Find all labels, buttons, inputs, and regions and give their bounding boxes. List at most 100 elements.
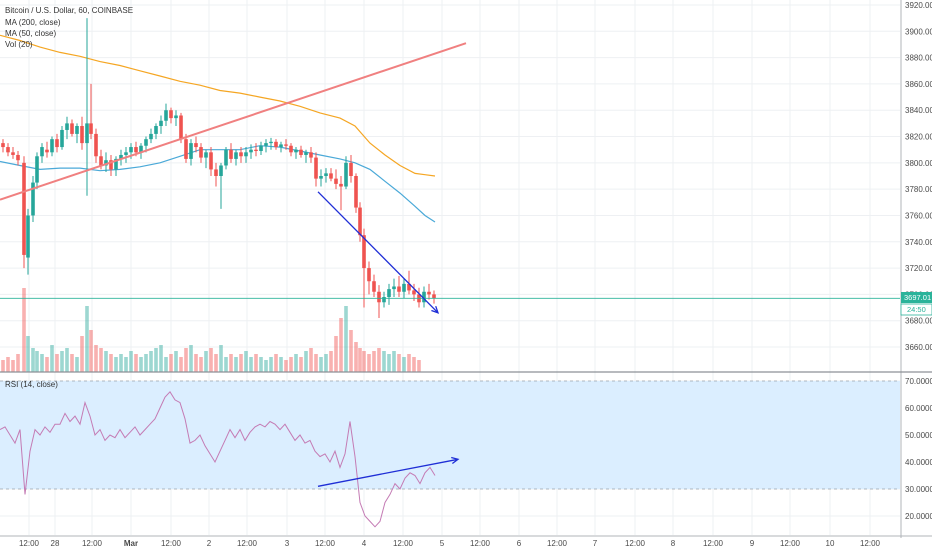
candle-body [16,154,20,161]
candle-body [362,235,366,269]
candle-body [392,286,396,290]
volume-bar [329,351,333,372]
candle-body [397,286,401,292]
candle-body [60,129,64,148]
candle-body [119,154,123,159]
time-tick-label: 28 [51,539,60,548]
candle-body [214,169,218,176]
candle-body [324,173,328,176]
candle-body [269,141,273,144]
volume-bar [80,336,84,372]
volume-bar [31,348,35,372]
volume-bar [244,351,248,372]
volume-bar [129,351,133,372]
candle-body [35,156,39,183]
volume-bar [358,348,362,372]
rsi-tick-label: 50.0000 [905,431,932,440]
candle-body [154,126,158,134]
legend-rsi: RSI (14, close) [5,380,58,389]
volume-bar [94,345,98,372]
volume-bar [144,354,148,372]
volume-bar [22,288,26,372]
volume-bar [397,354,401,372]
volume-bar [154,348,158,372]
candle-body [339,183,343,187]
candle-body [249,149,253,153]
rsi-tick-label: 70.0000 [905,377,932,386]
candle-body [149,133,153,140]
volume-bar [189,345,193,372]
candle-body [199,147,203,158]
candle-body [358,207,362,236]
volume-bar [319,357,323,372]
volume-bar [60,351,64,372]
candle-body [1,143,5,148]
volume-bar [259,357,263,372]
time-tick-label: 12:00 [315,539,336,548]
price-tick-label: 3720.00 [905,264,932,273]
volume-bar [382,351,386,372]
volume-bar [269,357,273,372]
legend-vol: Vol (20) [5,40,33,49]
candle-body [354,176,358,208]
candle-body [377,291,381,303]
candle-body [80,126,84,144]
candle-body [254,149,258,152]
candle-body [104,160,108,166]
ma200-line [0,34,436,177]
candle-body [179,115,183,140]
volume-bar [114,357,118,372]
candle-body [279,144,283,148]
volume-bar [362,351,366,372]
candle-body [407,283,411,291]
candle-body [387,289,391,298]
candle-body [229,149,233,159]
candle-body [264,143,268,146]
candle-body [174,115,178,119]
price-tick-label: 3920.00 [905,1,932,10]
volume-bar [159,345,163,372]
rsi-arrow-head [451,456,460,465]
price-tick-label: 3800.00 [905,159,932,168]
candle-body [234,152,238,159]
volume-bar [6,357,10,372]
candle-body [55,139,59,148]
volume-bar [407,354,411,372]
volume-bar [289,357,293,372]
candle-body [209,152,213,170]
price-tick-label: 3780.00 [905,185,932,194]
volume-bar [164,357,168,372]
volume-bar [344,306,348,372]
volume-bar [274,354,278,372]
volume-bar [239,354,243,372]
time-tick-label: 12:00 [547,539,568,548]
candle-body [50,139,54,153]
volume-bar [174,351,178,372]
rsi-band [0,381,900,489]
candle-body [99,156,103,166]
legend-ma50: MA (50, close) [5,29,56,38]
volume-bar [279,357,283,372]
time-tick-label: 10 [826,539,835,548]
legend: Bitcoin / U.S. Dollar, 60, COINBASE MA (… [5,6,133,389]
candle-body [194,143,198,148]
candle-body [26,215,30,258]
candle-body [284,144,288,146]
volume-bar [334,336,338,372]
candle-body [334,178,338,184]
time-tick-label: 12:00 [780,539,801,548]
candle-body [224,149,228,166]
candle-body [304,152,308,155]
time-tick-label: 12:00 [470,539,491,548]
volume-bar [179,357,183,372]
drawings[interactable] [0,42,467,487]
candle-body [134,147,138,153]
time-tick-label: 12:00 [161,539,182,548]
volume-bar [324,354,328,372]
volume-bar [149,351,153,372]
volume-bar [204,351,208,372]
candle-body [94,133,98,157]
price-tick-label: 3840.00 [905,106,932,115]
volume-bar [70,354,74,372]
